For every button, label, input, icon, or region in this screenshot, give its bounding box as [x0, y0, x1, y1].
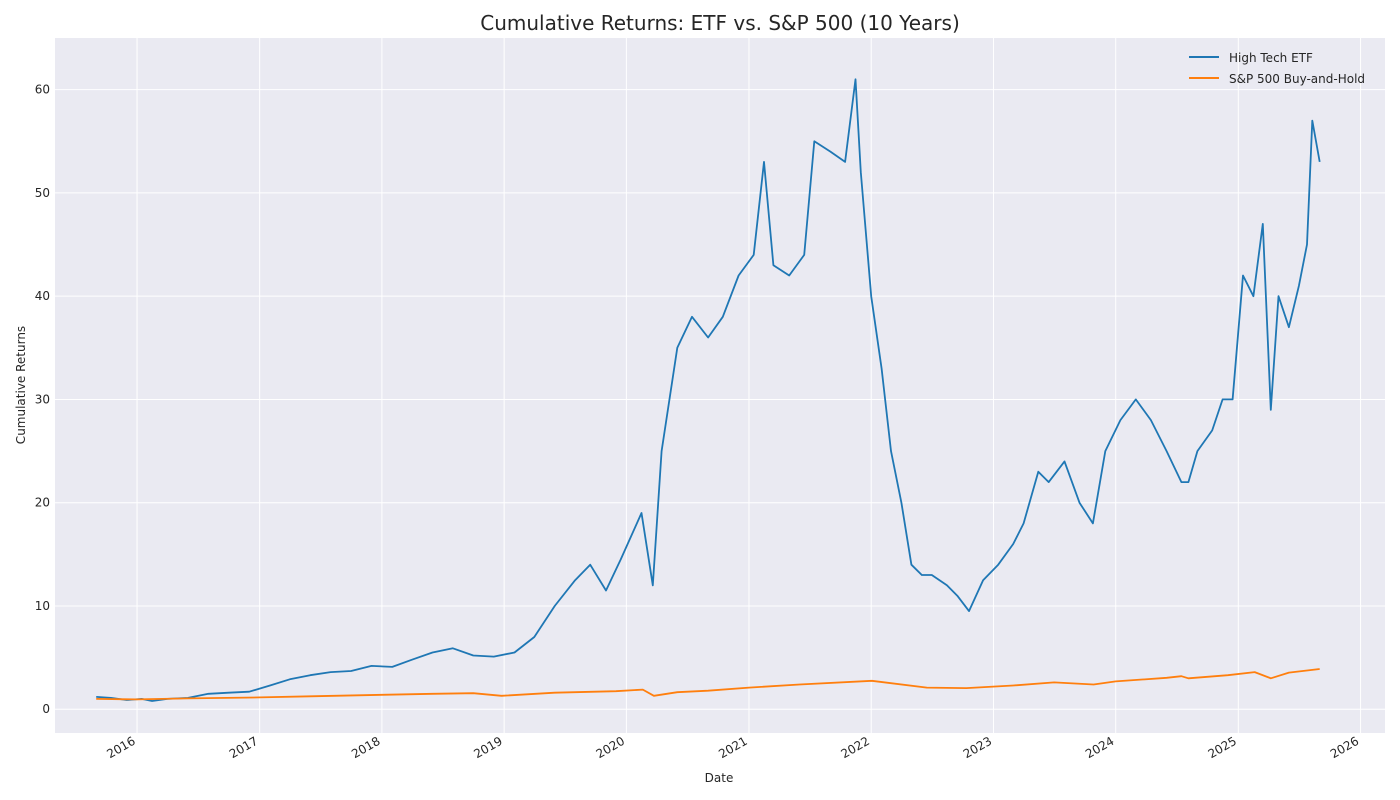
legend: High Tech ETF S&P 500 Buy-and-Hold [1189, 51, 1365, 86]
x-tick-label: 2016 [104, 734, 137, 761]
grid-lines [55, 38, 1385, 733]
y-tick-label: 20 [35, 496, 50, 510]
series-layer [96, 78, 1321, 702]
y-ticks: 0 10 20 30 40 50 60 [35, 83, 50, 717]
y-tick-label: 60 [35, 83, 50, 97]
x-tick-label: 2022 [838, 734, 871, 761]
x-tick-label: 2023 [961, 734, 994, 761]
y-tick-label: 0 [42, 702, 50, 716]
y-tick-label: 50 [35, 186, 50, 200]
x-tick-label: 2021 [716, 734, 749, 761]
y-tick-label: 10 [35, 599, 50, 613]
sp500-series-line [96, 668, 1320, 701]
x-tick-label: 2017 [227, 734, 260, 761]
x-tick-label: 2024 [1083, 734, 1116, 761]
x-ticks: 2016 2017 2018 2019 2020 2021 2022 2023 2024 2025… [104, 734, 1361, 761]
x-tick-label: 2025 [1206, 734, 1239, 761]
y-tick-label: 30 [35, 392, 50, 406]
y-tick-label: 40 [35, 289, 50, 303]
etf-series-line [96, 78, 1321, 702]
plot-area [55, 38, 1385, 733]
y-axis-label: Cumulative Returns [14, 326, 28, 444]
legend-label-etf: High Tech ETF [1229, 51, 1313, 65]
x-tick-label: 2019 [471, 734, 504, 761]
legend-label-sp500: S&P 500 Buy-and-Hold [1229, 72, 1365, 86]
x-axis-label: Date [705, 771, 734, 785]
x-tick-label: 2018 [349, 734, 382, 761]
x-tick-label: 2020 [594, 734, 627, 761]
x-tick-label: 2026 [1328, 734, 1361, 761]
chart-title: Cumulative Returns: ETF vs. S&P 500 (10 … [480, 11, 960, 35]
